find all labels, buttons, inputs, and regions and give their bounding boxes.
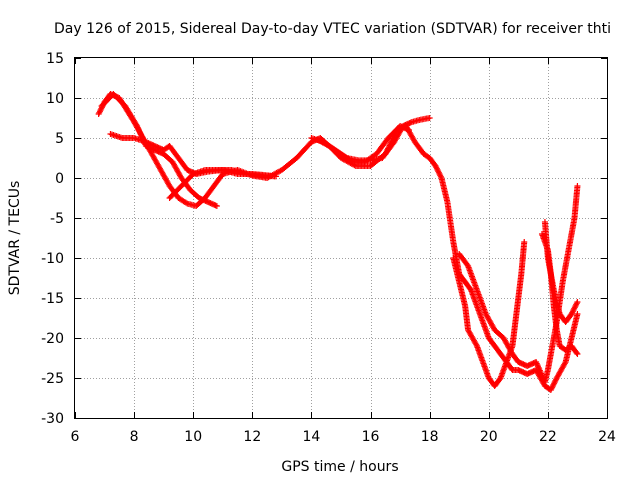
data-point bbox=[405, 127, 412, 133]
data-point bbox=[433, 164, 440, 171]
y-tick-label: 10 bbox=[46, 91, 64, 107]
y-tick-label: -10 bbox=[41, 251, 64, 267]
y-tick-label: -15 bbox=[41, 291, 64, 307]
x-axis-label: GPS time / hours bbox=[281, 459, 398, 475]
data-point bbox=[574, 299, 581, 305]
series-track-d bbox=[166, 167, 279, 201]
data-points bbox=[95, 91, 581, 393]
x-tick-label: 6 bbox=[71, 429, 80, 445]
series-track-b bbox=[98, 91, 220, 209]
series-track-h bbox=[456, 183, 581, 385]
data-point bbox=[574, 311, 581, 317]
data-point bbox=[547, 387, 554, 393]
x-tick-label: 24 bbox=[598, 429, 616, 445]
data-point bbox=[568, 311, 575, 317]
data-point bbox=[549, 384, 556, 391]
data-point bbox=[473, 341, 480, 348]
y-axis-label: SDTVAR / TECUs bbox=[7, 181, 23, 296]
data-point bbox=[433, 165, 440, 172]
y-tick-label: 0 bbox=[55, 171, 64, 187]
data-point bbox=[551, 380, 558, 387]
data-point bbox=[574, 351, 581, 357]
data-point bbox=[348, 158, 355, 165]
series-track-f bbox=[314, 123, 412, 165]
data-point bbox=[572, 303, 579, 309]
y-tick-label: -20 bbox=[41, 331, 64, 347]
x-tick-label: 16 bbox=[362, 429, 380, 445]
data-point bbox=[573, 301, 580, 308]
series-track-j bbox=[541, 219, 581, 325]
data-point bbox=[573, 349, 580, 356]
data-point bbox=[96, 109, 103, 116]
y-tick-label: -5 bbox=[50, 211, 64, 227]
y-tick-label: -30 bbox=[41, 411, 64, 427]
x-tick-label: 20 bbox=[480, 429, 498, 445]
data-point bbox=[96, 108, 103, 115]
data-point bbox=[573, 300, 580, 307]
data-point bbox=[553, 376, 560, 383]
y-tick-label: 15 bbox=[46, 51, 64, 67]
data-point bbox=[272, 173, 279, 180]
x-tick-label: 14 bbox=[303, 429, 321, 445]
x-tick-label: 12 bbox=[243, 429, 261, 445]
data-point bbox=[570, 307, 577, 313]
x-tick-label: 8 bbox=[130, 429, 139, 445]
data-point bbox=[432, 163, 439, 169]
data-point bbox=[571, 305, 578, 312]
chart-title: Day 126 of 2015, Sidereal Day-to-day VTE… bbox=[54, 21, 611, 37]
data-point bbox=[426, 115, 433, 121]
data-point bbox=[95, 111, 102, 117]
data-point bbox=[435, 168, 442, 175]
x-tick-label: 18 bbox=[421, 429, 439, 445]
y-tick-label: 5 bbox=[55, 131, 64, 147]
data-point bbox=[551, 379, 558, 385]
data-point bbox=[569, 309, 576, 316]
data-point bbox=[574, 183, 581, 189]
x-tick-label: 10 bbox=[184, 429, 202, 445]
data-point bbox=[549, 383, 556, 389]
axis-ticks: 6 8 10 12 14 16 18 20 22 24 15 10 5 0 -5 -10 -15 -20 -25 -3… bbox=[41, 51, 616, 445]
data-point bbox=[436, 171, 443, 177]
data-point bbox=[97, 107, 104, 113]
plot-frame bbox=[74, 57, 608, 419]
data-point bbox=[569, 308, 576, 315]
data-point bbox=[183, 199, 190, 206]
y-tick-label: -25 bbox=[41, 371, 64, 387]
data-point bbox=[437, 172, 444, 179]
data-point bbox=[552, 377, 559, 384]
x-tick-label: 22 bbox=[539, 429, 557, 445]
data-point bbox=[521, 239, 528, 245]
data-point bbox=[561, 360, 568, 367]
data-point bbox=[213, 203, 220, 209]
data-point bbox=[548, 385, 555, 392]
data-point bbox=[571, 304, 578, 311]
data-point bbox=[435, 169, 442, 176]
data-point bbox=[437, 173, 444, 180]
data-point bbox=[434, 167, 441, 173]
data-point bbox=[550, 381, 557, 388]
